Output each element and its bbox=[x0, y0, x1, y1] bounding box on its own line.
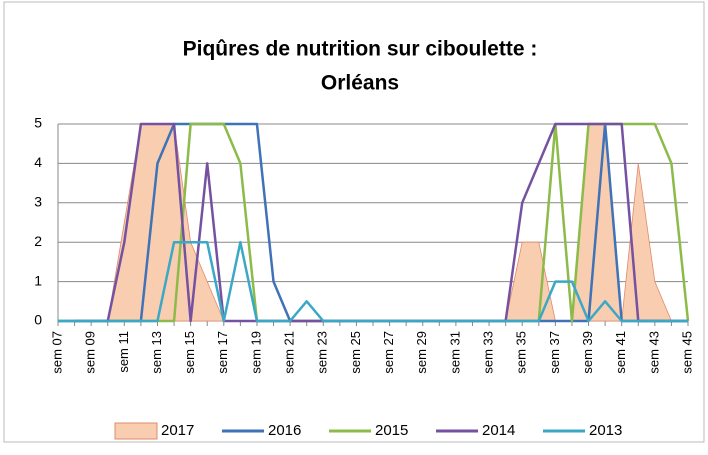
x-tick-label: sem 17 bbox=[215, 331, 230, 374]
x-tick-label: sem 37 bbox=[547, 331, 562, 374]
x-tick-label: sem 21 bbox=[282, 331, 297, 374]
x-tick-label: sem 15 bbox=[182, 331, 197, 374]
x-tick-label: sem 31 bbox=[447, 331, 462, 374]
y-tick-label: 3 bbox=[34, 194, 42, 210]
x-tick-label: sem 11 bbox=[116, 331, 131, 373]
x-tick-label: sem 07 bbox=[49, 331, 64, 374]
x-tick-label: sem 09 bbox=[83, 331, 98, 374]
x-tick-label: sem 25 bbox=[348, 331, 363, 374]
x-tick-label: sem 39 bbox=[580, 331, 595, 374]
legend-label: 2016 bbox=[268, 422, 301, 439]
x-tick-label: sem 41 bbox=[613, 331, 628, 374]
x-tick-label: sem 35 bbox=[514, 331, 529, 374]
x-tick-label: sem 13 bbox=[149, 331, 164, 374]
y-tick-label: 4 bbox=[34, 154, 42, 170]
legend-label: 2013 bbox=[589, 422, 622, 439]
y-tick-label: 2 bbox=[34, 233, 42, 249]
y-tick-label: 0 bbox=[34, 312, 42, 328]
y-tick-label: 5 bbox=[34, 115, 42, 131]
x-tick-label: sem 33 bbox=[480, 331, 495, 374]
x-tick-label: sem 19 bbox=[248, 331, 263, 374]
legend-label: 2017 bbox=[161, 422, 194, 439]
x-tick-label: sem 27 bbox=[381, 331, 396, 374]
chart-title: Orléans bbox=[321, 72, 399, 95]
chart-title: Piqûres de nutrition sur ciboulette : bbox=[183, 38, 538, 61]
x-tick-label: sem 45 bbox=[679, 331, 694, 374]
legend-swatch bbox=[114, 422, 158, 440]
x-tick-label: sem 29 bbox=[414, 331, 429, 374]
legend-label: 2015 bbox=[375, 422, 408, 439]
line bbox=[58, 240, 688, 323]
x-tick-label: sem 43 bbox=[646, 331, 661, 374]
legend-label: 2014 bbox=[482, 422, 515, 439]
x-tick-label: sem 23 bbox=[315, 331, 330, 374]
y-tick-label: 1 bbox=[34, 272, 42, 288]
